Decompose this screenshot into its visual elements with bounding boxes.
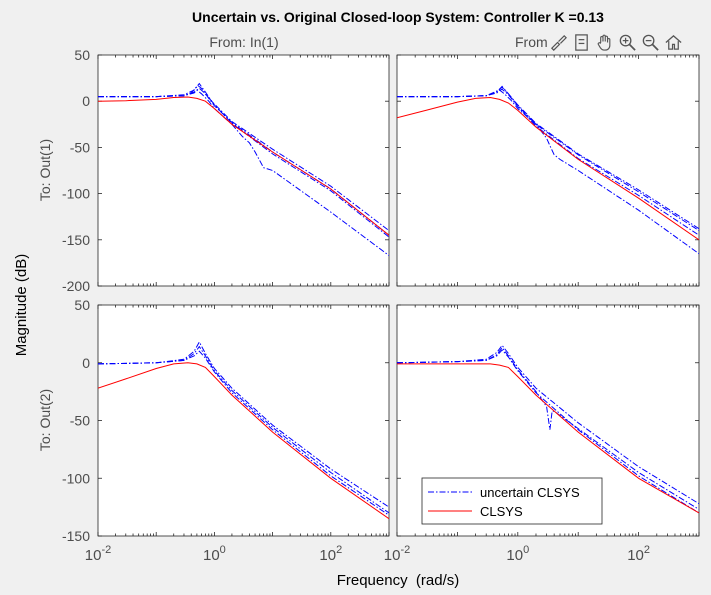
- row-title-1: To: Out(1): [37, 139, 53, 201]
- y-tick-label: 0: [82, 355, 90, 371]
- legend-button[interactable]: [571, 32, 592, 53]
- home-icon: [665, 34, 682, 50]
- nominal-series: [397, 363, 699, 514]
- axes-r2-c2[interactable]: 10-2 100 102: [384, 304, 700, 564]
- uncertain-series-1: [397, 344, 699, 505]
- brush-icon: [550, 34, 567, 51]
- y-tick-label: -150: [62, 232, 90, 248]
- x-tick-label: 102: [319, 544, 342, 564]
- x-tick-label: 10-2: [85, 544, 111, 564]
- panel-lines-r2-c2: [397, 344, 699, 514]
- zoom-in-icon: [619, 34, 636, 51]
- nominal-series: [98, 362, 389, 520]
- legend-box: [421, 477, 603, 525]
- column-title-2: From: [515, 34, 548, 50]
- zoom-out-icon: [642, 34, 659, 51]
- x-axis-label: Frequency (rad/s): [337, 572, 460, 589]
- axes-r1-c1[interactable]: 50 0 -50 -100 -150 -200: [62, 47, 390, 294]
- nominal-series: [98, 96, 389, 236]
- home-button[interactable]: [663, 32, 684, 53]
- uncertain-series-3: [98, 89, 389, 256]
- row-title-2: To: Out(2): [37, 389, 53, 451]
- uncertain-series-2: [397, 86, 699, 230]
- y-tick-label: -200: [62, 278, 90, 294]
- y-tick-label: -50: [70, 139, 90, 155]
- x-tick-label: 102: [627, 544, 650, 564]
- nominal-series: [397, 96, 699, 241]
- legend-entry: uncertain CLSYS: [480, 485, 580, 500]
- column-title-1: From: In(1): [209, 34, 278, 50]
- x-tick-label: 100: [203, 544, 226, 564]
- uncertain-series-4: [397, 88, 699, 236]
- y-tick-label: -150: [62, 528, 90, 544]
- x-tick-label: 100: [506, 544, 529, 564]
- brush-button[interactable]: [548, 32, 569, 53]
- pan-button[interactable]: [594, 32, 615, 53]
- y-tick-label: -100: [62, 186, 90, 202]
- uncertain-series-4: [98, 82, 389, 238]
- zoom-in-button[interactable]: [617, 32, 638, 53]
- pan-icon: [597, 34, 611, 51]
- y-tick-label: 50: [74, 47, 90, 63]
- y-tick-label: 50: [74, 297, 90, 313]
- uncertain-series-1: [98, 340, 389, 508]
- uncertain-series-2: [98, 345, 389, 514]
- y-tick-label: 0: [82, 93, 90, 109]
- figure-title: Uncertain vs. Original Closed-loop Syste…: [192, 9, 604, 25]
- legend-entry: CLSYS: [480, 504, 523, 519]
- panel-lines-r1-c1: [98, 82, 389, 256]
- y-axis-label: Magnitude (dB): [13, 254, 30, 357]
- x-tick-label: 10-2: [384, 544, 410, 564]
- axes-toolbar: [548, 30, 684, 54]
- uncertain-series-3: [397, 349, 699, 514]
- panel-lines-r2-c1: [98, 340, 389, 520]
- panel-lines-r1-c2: [397, 85, 699, 255]
- legend-icon: [575, 33, 588, 51]
- zoom-out-button[interactable]: [640, 32, 661, 53]
- y-tick-label: -50: [70, 413, 90, 429]
- legend[interactable]: uncertain CLSYS CLSYS: [421, 477, 603, 525]
- y-tick-label: -100: [62, 470, 90, 486]
- axes-r1-c2[interactable]: [396, 54, 700, 287]
